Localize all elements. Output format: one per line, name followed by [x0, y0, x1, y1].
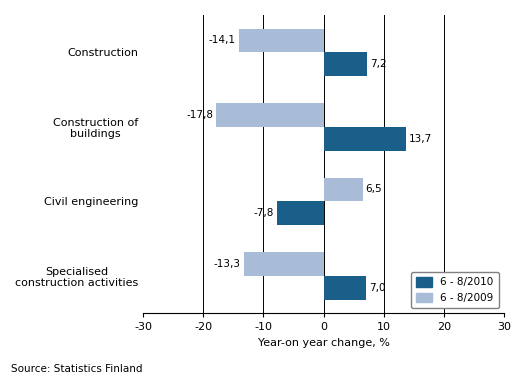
Bar [277, 201, 323, 225]
Text: 7,0: 7,0 [369, 283, 385, 293]
Bar [244, 252, 323, 276]
Bar [239, 29, 323, 53]
Text: Source: Statistics Finland: Source: Statistics Finland [11, 364, 142, 374]
Bar [323, 276, 366, 300]
Text: -7,8: -7,8 [253, 208, 274, 218]
X-axis label: Year-on year change, %: Year-on year change, % [258, 338, 389, 348]
Bar [323, 178, 362, 201]
Legend: 6 - 8/2010, 6 - 8/2009: 6 - 8/2010, 6 - 8/2009 [411, 272, 499, 308]
Text: 6,5: 6,5 [366, 184, 382, 194]
Bar [217, 103, 323, 127]
Text: -14,1: -14,1 [209, 36, 236, 45]
Text: 13,7: 13,7 [409, 134, 432, 144]
Bar [323, 53, 367, 76]
Text: 7,2: 7,2 [370, 59, 387, 69]
Bar [323, 127, 406, 151]
Text: -13,3: -13,3 [214, 259, 240, 269]
Text: -17,8: -17,8 [187, 110, 214, 120]
